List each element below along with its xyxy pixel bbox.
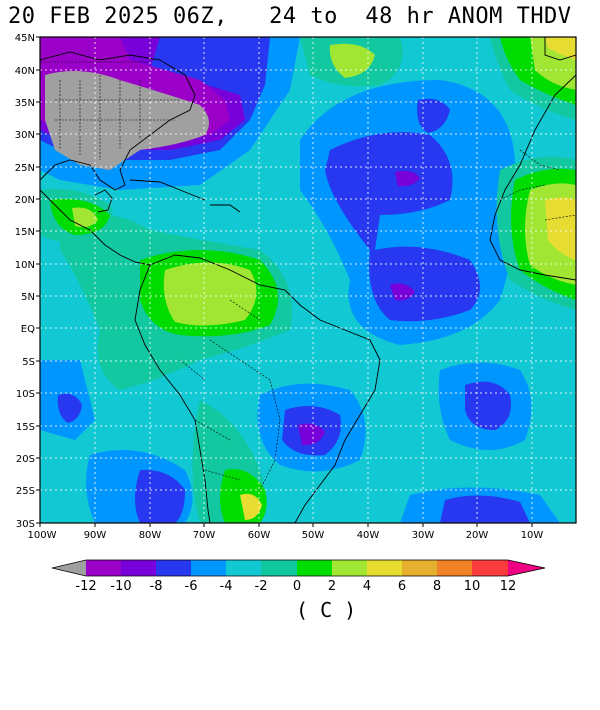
colorbar-labels: -12 -10 -8 -6 -4 -2 0 2 4 6 8 10 12 [75, 579, 516, 594]
field-zone-neg6-west [57, 393, 82, 423]
colorbar-label: 6 [398, 579, 406, 594]
lat-label: 15S [16, 422, 35, 433]
lat-label: 40N [15, 66, 35, 77]
colorbar-label: 2 [328, 579, 336, 594]
colorbar-label: -6 [185, 579, 198, 594]
colorbar-swatch [402, 560, 437, 576]
colorbar-swatch [437, 560, 472, 576]
colorbar-swatch [86, 560, 121, 576]
field-zone-pos4-center [163, 262, 257, 326]
lon-label: 60W [248, 530, 271, 541]
colorbar-swatch [332, 560, 367, 576]
grid-lines [40, 37, 576, 523]
lat-label: 30S [16, 519, 35, 530]
colorbar-swatch [156, 560, 191, 576]
lat-label: 45N [15, 33, 35, 44]
coast-africa [489, 74, 576, 281]
colorbar-label: 0 [293, 579, 301, 594]
colorbar-label: -8 [150, 579, 163, 594]
colorbar-swatch [297, 560, 332, 576]
lat-label: 25S [16, 486, 35, 497]
coast-iberia [544, 37, 576, 61]
border-us-states [55, 75, 180, 160]
anomaly-field [40, 37, 576, 523]
colorbar-swatch [226, 560, 261, 576]
lat-label: 10S [16, 389, 35, 400]
colorbar-units: ( C ) [296, 598, 357, 622]
lat-label: 30N [15, 130, 35, 141]
political-borders [40, 61, 576, 491]
field-zone-neg8-blob-3 [298, 423, 325, 446]
lat-label: 35N [15, 98, 35, 109]
lon-ticks [39, 523, 533, 527]
field-zone-neg12 [45, 71, 209, 170]
colorbar-swatch [261, 560, 297, 576]
field-zone-pos6-ne [545, 37, 576, 60]
lon-label: 10W [521, 530, 544, 541]
map-title: 20 FEB 2025 06Z, 24 to 48 hr ANOM THDV [8, 4, 572, 29]
colorbar-swatch [367, 560, 402, 576]
colorbar-swatch-under [52, 560, 86, 576]
lon-label: 100W [28, 530, 57, 541]
lat-label: 20S [16, 454, 35, 465]
lon-label: 70W [193, 530, 216, 541]
colorbar [51, 559, 546, 577]
lat-label: 15N [15, 227, 35, 238]
coast-cuba [129, 179, 206, 201]
lat-label: 10N [15, 260, 35, 271]
lon-label: 50W [302, 530, 325, 541]
colorbar-label: 10 [464, 579, 481, 594]
field-zone-neg6-central [325, 132, 480, 322]
lon-label: 80W [139, 530, 162, 541]
lon-label: 90W [84, 530, 107, 541]
field-zone-neg6-bottom [440, 495, 530, 523]
field-zone-pos4-west [72, 207, 98, 228]
field-zone-neg6-north-blob [417, 98, 450, 133]
border-south-america [179, 359, 241, 481]
colorbar-label: -10 [110, 579, 131, 594]
colorbar-label: -4 [220, 579, 233, 594]
field-zone-pos6-east [545, 197, 576, 260]
colorbar-label: -2 [255, 579, 268, 594]
lat-labels: 45N 40N 35N 30N 25N 20N 15N 10N 5N EQ 5S… [15, 33, 35, 530]
lat-label: 5S [22, 357, 35, 368]
lat-label: 25N [15, 163, 35, 174]
lat-ticks [36, 36, 40, 524]
colorbar-label: -12 [75, 579, 96, 594]
coast-south-america [149, 254, 381, 523]
colorbar-swatch-over [508, 560, 545, 576]
field-zone-pos4-nc [329, 43, 375, 78]
lon-label: 30W [412, 530, 435, 541]
field-zone-neg8-blob [395, 170, 420, 187]
colorbar-swatch [472, 560, 508, 576]
field-zone-neg6-southwest [135, 469, 185, 523]
coast-north-america [40, 51, 196, 191]
coast-yucatan [94, 189, 113, 213]
colorbar-outline [51, 559, 546, 577]
colorbar-swatch [191, 560, 226, 576]
lat-label: EQ [21, 324, 35, 335]
lon-label: 40W [357, 530, 380, 541]
coast-hispaniola [210, 204, 241, 213]
coast-central-america [40, 189, 151, 266]
lon-label: 20W [466, 530, 489, 541]
border-brazil [209, 299, 281, 491]
colorbar-label: 12 [500, 579, 517, 594]
lat-label: 20N [15, 195, 35, 206]
map-frame [39, 36, 577, 524]
field-zone-pos6-south [240, 493, 262, 520]
border-africa [499, 149, 576, 221]
colorbar-label: 8 [433, 579, 441, 594]
lon-labels: 100W 90W 80W 70W 60W 50W 40W 30W 20W 10W [28, 530, 544, 541]
colorbar-label: 4 [363, 579, 371, 594]
colorbar-swatch [121, 560, 156, 576]
lat-label: 5N [21, 292, 35, 303]
